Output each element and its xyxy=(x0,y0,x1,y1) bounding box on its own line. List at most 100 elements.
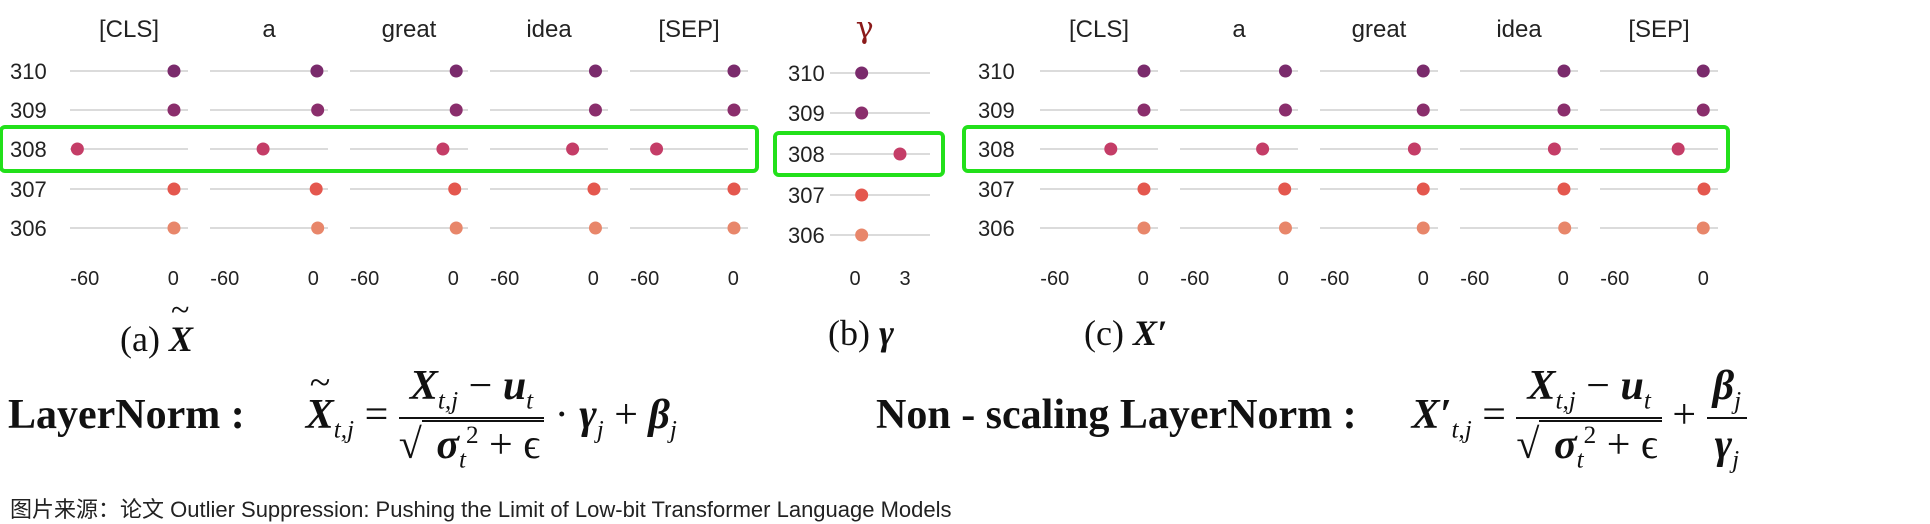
non-scaling-gamma: γ xyxy=(1714,422,1733,469)
point-a-310-3 xyxy=(588,64,602,78)
point-c-309-0 xyxy=(1137,103,1151,117)
panel-header-a-4: [SEP] xyxy=(658,16,719,43)
layernorm-lhs: X xyxy=(305,392,334,439)
non-scaling-den-sub: t xyxy=(1576,446,1584,474)
tick-label-c-3-0: 0 xyxy=(1558,268,1569,290)
image-source-note: 图片来源：论文 Outlier Suppression: Pushing the… xyxy=(10,497,952,522)
row-label-a-306: 306 xyxy=(10,216,47,241)
non-scaling-num-sub: t,j xyxy=(1555,387,1576,415)
non-scaling-lhs: X′ xyxy=(1411,392,1452,439)
layernorm-equals: = xyxy=(364,392,389,439)
panel-header-c-0: [CLS] xyxy=(1069,16,1129,43)
tick-label-a-4--60: -60 xyxy=(630,268,659,290)
layernorm-gamma: γ xyxy=(579,392,597,439)
point-a-307-0 xyxy=(167,182,181,196)
caption-b-symbol: γ xyxy=(878,313,894,353)
layernorm-fraction: Xt,j − ut √ σt2 + ϵ xyxy=(398,362,545,475)
non-scaling-den-sigma: σ xyxy=(1553,422,1577,469)
row-label-c-310: 310 xyxy=(978,59,1015,84)
panel-header-a-2: great xyxy=(382,16,437,43)
tick-label-c-2-0: 0 xyxy=(1418,268,1429,290)
tick-label-c-4-0: 0 xyxy=(1698,268,1709,290)
point-a-308-0 xyxy=(70,142,84,156)
row-label-a-307: 307 xyxy=(10,177,47,202)
point-a-310-2 xyxy=(449,64,463,78)
non-scaling-gamma-sub: j xyxy=(1732,446,1740,474)
layernorm-denominator: √ σt2 + ϵ xyxy=(399,419,545,474)
point-a-308-2 xyxy=(436,142,450,156)
row-label-c-309: 309 xyxy=(978,98,1015,123)
layernorm-den-rest: + ϵ xyxy=(489,422,541,469)
layernorm-gamma-sub: j xyxy=(596,416,604,444)
layernorm-num-u-sub: t xyxy=(526,387,534,415)
row-label-c-308: 308 xyxy=(978,137,1015,162)
tick-label-c-3--60: -60 xyxy=(1460,268,1489,290)
point-a-307-3 xyxy=(587,182,601,196)
tick-label-c-1-0: 0 xyxy=(1278,268,1289,290)
point-b-308-0 xyxy=(893,147,907,161)
row-label-b-308: 308 xyxy=(788,142,825,167)
point-c-308-0 xyxy=(1104,142,1118,156)
row-label-b-306: 306 xyxy=(788,223,825,248)
point-c-307-0 xyxy=(1137,182,1151,196)
point-a-306-3 xyxy=(588,221,602,235)
tick-label-a-3-0: 0 xyxy=(588,268,599,290)
layernorm-num-x: X xyxy=(409,363,438,409)
point-a-307-2 xyxy=(448,182,462,196)
tick-label-a-2-0: 0 xyxy=(448,268,459,290)
panel-header-a-1: a xyxy=(262,16,276,43)
row-label-a-309: 309 xyxy=(10,98,47,123)
layernorm-numerator: Xt,j − ut xyxy=(398,362,545,420)
caption-a-prefix: (a) xyxy=(120,319,160,359)
point-c-309-1 xyxy=(1278,103,1292,117)
caption-a-symbol: X xyxy=(168,319,193,359)
layernorm-lhs-tilde: ~ xyxy=(309,362,331,405)
point-c-306-2 xyxy=(1416,221,1430,235)
non-scaling-label: Non - scaling LayerNorm : xyxy=(876,392,1357,439)
row-label-b-310: 310 xyxy=(788,61,825,86)
tick-label-b-0-3: 3 xyxy=(899,268,910,290)
tick-label-c-0--60: -60 xyxy=(1040,268,1069,290)
caption-c-prefix: (c) xyxy=(1084,313,1124,353)
non-scaling-layernorm-formula: Non - scaling LayerNorm : X′t,j = Xt,j −… xyxy=(876,362,1748,475)
point-a-310-1 xyxy=(310,64,324,78)
point-a-306-0 xyxy=(167,221,181,235)
point-c-308-2 xyxy=(1407,142,1421,156)
row-label-c-306: 306 xyxy=(978,216,1015,241)
non-scaling-den-sup: 2 xyxy=(1583,422,1597,450)
tick-label-a-4-0: 0 xyxy=(728,268,739,290)
layernorm-label: LayerNorm : xyxy=(8,392,245,439)
row-label-b-307: 307 xyxy=(788,183,825,208)
tick-label-a-1-0: 0 xyxy=(308,268,319,290)
panel-header-a-3: idea xyxy=(526,16,572,43)
layernorm-beta-sub: j xyxy=(669,416,677,444)
layernorm-den-sub: t xyxy=(458,446,466,474)
non-scaling-plus: + xyxy=(1672,392,1697,439)
point-b-310-0 xyxy=(855,66,869,80)
caption-a: (a) X ~ xyxy=(120,292,193,360)
layernorm-plus: + xyxy=(614,392,638,439)
point-a-309-1 xyxy=(311,103,325,117)
point-c-306-1 xyxy=(1278,221,1292,235)
tick-label-b-0-0: 0 xyxy=(849,268,860,290)
layernorm-lhs-sub: t,j xyxy=(333,416,355,444)
caption-a-tilde: ~ xyxy=(170,292,190,329)
non-scaling-den-rest: + ϵ xyxy=(1606,422,1658,469)
layernorm-den-sigma: σ xyxy=(436,422,459,469)
non-scaling-denominator: √ σt2 + ϵ xyxy=(1516,419,1662,474)
caption-c: (c) X′ xyxy=(1084,312,1167,354)
panel-header-b-0: γ xyxy=(856,11,874,46)
point-c-307-1 xyxy=(1278,182,1292,196)
point-a-307-1 xyxy=(309,182,323,196)
point-c-309-2 xyxy=(1416,103,1430,117)
non-scaling-fraction: Xt,j − ut √ σt2 + ϵ xyxy=(1516,362,1662,475)
highlight-box-c xyxy=(962,125,1730,173)
point-c-308-3 xyxy=(1547,142,1561,156)
point-a-308-4 xyxy=(650,142,664,156)
row-label-a-310: 310 xyxy=(10,59,47,84)
point-c-306-0 xyxy=(1137,221,1151,235)
panel-header-c-4: [SEP] xyxy=(1628,16,1689,43)
point-c-306-3 xyxy=(1558,221,1572,235)
layernorm-num-sub: t,j xyxy=(437,387,459,415)
tick-label-a-3--60: -60 xyxy=(490,268,519,290)
